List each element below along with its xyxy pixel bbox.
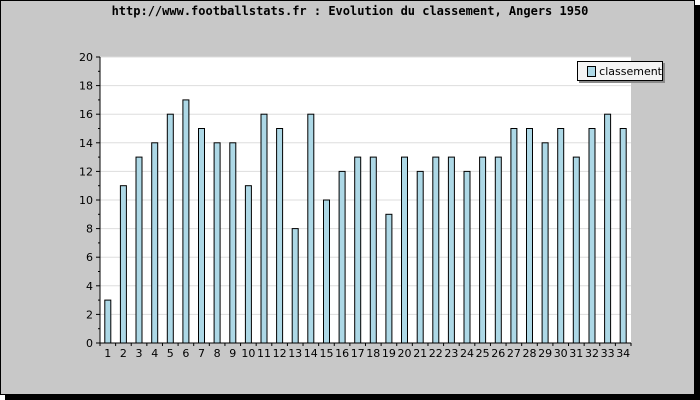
x-tick-label: 2: [120, 347, 127, 360]
legend: classement: [577, 61, 663, 81]
bar: [119, 185, 127, 344]
y-tick-label: 2: [86, 308, 93, 321]
bar: [198, 128, 205, 344]
bar: [447, 156, 455, 344]
chart-title: http://www.footballstats.fr : Evolution …: [111, 4, 589, 18]
x-tick-label: 3: [136, 347, 143, 360]
bar: [291, 228, 299, 344]
x-tick-label: 5: [167, 347, 174, 360]
x-tick-label: 17: [351, 347, 365, 360]
x-tick-label: 31: [569, 347, 583, 360]
bar: [323, 199, 330, 344]
bar: [151, 142, 159, 344]
x-tick-label: 26: [491, 347, 505, 360]
y-tick-label: 20: [79, 51, 93, 64]
y-tick-label: 4: [86, 280, 93, 293]
bar: [385, 213, 393, 344]
x-tick-label: 18: [366, 347, 380, 360]
x-tick-label: 12: [273, 347, 287, 360]
bar: [307, 113, 315, 344]
x-tick-label: 25: [476, 347, 490, 360]
x-tick-label: 32: [585, 347, 599, 360]
bar: [104, 299, 112, 344]
bar: [182, 99, 190, 344]
x-tick-label: 9: [229, 347, 236, 360]
x-tick-label: 1: [104, 347, 111, 360]
bar: [354, 156, 362, 344]
frame-shadow-bottom: [5, 395, 700, 400]
bar: [260, 113, 268, 344]
bar: [244, 185, 252, 344]
bar: [338, 170, 346, 344]
bar: [416, 170, 424, 344]
bar: [588, 128, 596, 344]
legend-label: classement: [599, 64, 662, 78]
legend-swatch: [587, 65, 597, 77]
x-tick-label: 27: [507, 347, 521, 360]
x-tick-label: 14: [304, 347, 318, 360]
x-tick-label: 16: [335, 347, 349, 360]
x-tick-label: 33: [601, 347, 615, 360]
x-tick-label: 29: [538, 347, 552, 360]
x-tick-label: 8: [214, 347, 221, 360]
bar: [135, 156, 143, 344]
x-tick-label: 15: [320, 347, 334, 360]
x-tick-label: 4: [151, 347, 158, 360]
frame-shadow-right: [695, 5, 700, 400]
y-tick-label: 8: [86, 223, 93, 236]
bar: [369, 156, 377, 344]
x-tick-label: 24: [460, 347, 474, 360]
bar: [510, 128, 518, 344]
y-tick-label: 14: [79, 137, 93, 150]
bar: [572, 156, 580, 344]
bar: [166, 113, 174, 344]
y-tick-label: 10: [79, 194, 93, 207]
bar: [213, 142, 221, 344]
x-tick-label: 6: [182, 347, 189, 360]
x-tick-label: 21: [413, 347, 427, 360]
x-tick-label: 11: [257, 347, 271, 360]
bar: [494, 156, 502, 344]
x-tick-label: 28: [523, 347, 537, 360]
bar: [526, 128, 533, 344]
y-tick-label: 18: [79, 80, 93, 93]
y-tick-label: 0: [86, 337, 93, 350]
x-tick-label: 20: [398, 347, 412, 360]
x-tick-label: 19: [382, 347, 396, 360]
bar: [541, 142, 549, 344]
bar: [229, 142, 237, 344]
x-tick-label: 13: [288, 347, 302, 360]
x-tick-label: 30: [554, 347, 568, 360]
y-tick-label: 6: [86, 251, 93, 264]
bar: [276, 128, 284, 344]
bar: [479, 156, 487, 344]
x-tick-label: 22: [429, 347, 443, 360]
bar: [604, 113, 612, 344]
bar: [557, 128, 565, 344]
bar: [619, 128, 627, 344]
bar: [463, 170, 471, 344]
x-tick-label: 23: [444, 347, 458, 360]
x-tick-label: 34: [616, 347, 630, 360]
bar: [432, 156, 440, 344]
x-tick-label: 10: [241, 347, 255, 360]
x-tick-label: 7: [198, 347, 205, 360]
y-tick-label: 16: [79, 108, 93, 121]
y-tick-label: 12: [79, 165, 93, 178]
bar: [401, 156, 408, 344]
